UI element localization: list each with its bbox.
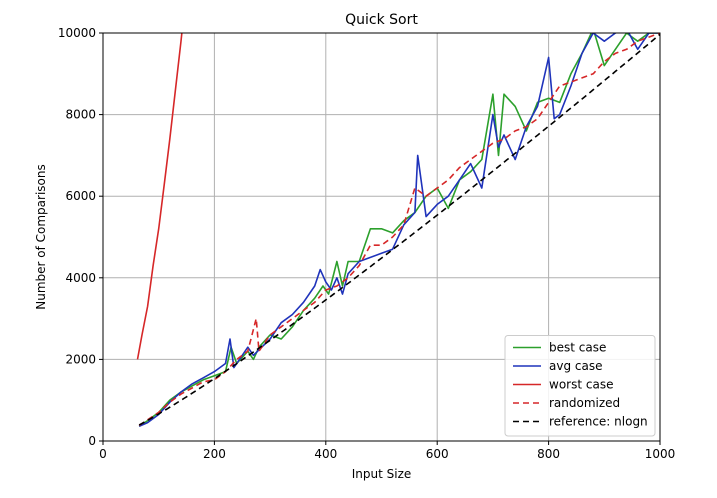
series-line-worst-case	[136, 33, 183, 360]
plot-area	[136, 33, 660, 428]
x-tick-label: 800	[537, 447, 560, 461]
x-tick-label: 400	[314, 447, 337, 461]
x-tick-label: 1000	[645, 447, 676, 461]
y-tick-label: 2000	[65, 352, 96, 366]
plot-frame	[102, 32, 661, 442]
y-tick-label: 10000	[58, 26, 96, 40]
y-tick-label: 4000	[65, 271, 96, 285]
x-axis: 0 200 400 600 800 1000	[99, 441, 675, 461]
x-tick-label: 0	[99, 447, 107, 461]
y-axis-label: Number of Comparisons	[34, 164, 48, 310]
legend-label: best case	[549, 341, 606, 355]
x-tick-label: 200	[203, 447, 226, 461]
x-tick-label: 600	[426, 447, 449, 461]
chart-title: Quick Sort	[345, 12, 418, 28]
y-axis: 0 2000 4000 6000 8000 10000	[58, 26, 103, 448]
series-line-reference-nlogn	[138, 33, 660, 426]
y-tick-label: 0	[88, 434, 96, 448]
grid-lines	[102, 32, 661, 442]
legend-label: randomized	[549, 396, 620, 410]
legend-label: avg case	[549, 359, 602, 373]
legend-label: reference: nlogn	[549, 415, 648, 429]
x-axis-label: Input Size	[352, 467, 412, 481]
legend-box	[504, 335, 656, 437]
legend: best case avg case worst case randomized ref…	[504, 335, 656, 437]
series-line-avg-case	[138, 33, 660, 428]
legend-label: worst case	[549, 378, 613, 392]
y-tick-label: 8000	[65, 108, 96, 122]
series-line-best-case	[138, 33, 660, 427]
y-tick-label: 6000	[65, 189, 96, 203]
